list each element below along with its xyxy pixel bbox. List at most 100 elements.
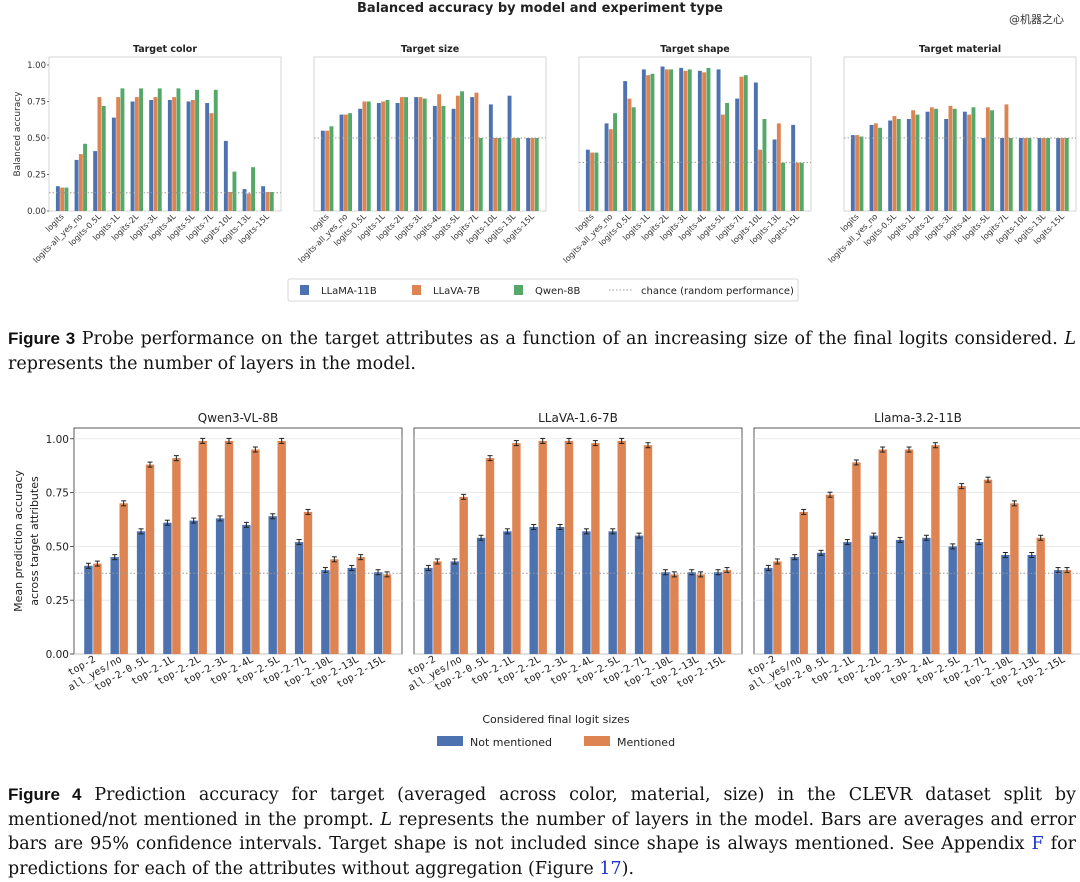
fig4-bar xyxy=(450,561,459,654)
fig3-bar xyxy=(55,186,60,211)
fig3-bar xyxy=(1000,138,1005,211)
fig4-bar xyxy=(634,535,644,654)
fig4-bar xyxy=(687,572,696,654)
fig3-bar xyxy=(702,72,707,211)
fig3-bar xyxy=(116,97,121,211)
fig3-panel-frame xyxy=(313,56,547,212)
figure4-caption-text2: represents the number of layers in the m… xyxy=(8,809,1076,855)
fig3-bar xyxy=(232,171,237,211)
fig3-bar xyxy=(1023,138,1028,211)
fig3-bar xyxy=(706,67,711,212)
figure-17-link[interactable]: 17 xyxy=(599,858,622,879)
fig4-bar xyxy=(816,552,826,654)
fig3-bar xyxy=(735,98,740,211)
fig4-bar xyxy=(852,462,861,654)
fig3-panel-frame xyxy=(48,56,282,212)
fig3-bar xyxy=(497,138,502,211)
fig3-bar xyxy=(381,101,386,211)
fig4-y-tick-label: 1.00 xyxy=(46,434,69,446)
fig3-legend-swatch xyxy=(300,285,309,295)
fig3-bar xyxy=(608,129,613,211)
fig3-bar xyxy=(1037,138,1042,211)
fig4-bar xyxy=(948,546,957,654)
fig3-bar xyxy=(74,159,79,211)
fig3-bar xyxy=(437,94,442,211)
fig4-y-tick-label: 0.25 xyxy=(46,595,69,607)
appendix-link[interactable]: F xyxy=(1031,834,1044,854)
fig3-bar xyxy=(511,138,516,211)
fig3-bar xyxy=(157,88,162,211)
fig4-bar xyxy=(1001,555,1010,654)
fig3-bar xyxy=(190,100,195,211)
figure4-caption-label: Figure 4 xyxy=(8,785,82,804)
figure3-caption-text: Probe performance on the target attribut… xyxy=(75,329,1058,349)
fig3-bar xyxy=(929,107,934,211)
fig3-bar xyxy=(460,91,464,211)
fig3-bar xyxy=(1056,138,1061,211)
fig3-bar xyxy=(1008,138,1013,211)
fig3-bar xyxy=(325,130,330,211)
fig4-bar xyxy=(330,559,339,654)
fig3-bar xyxy=(892,116,897,211)
fig4-bar xyxy=(136,531,146,654)
fig3-bar xyxy=(195,89,199,211)
figure4-caption-var: L xyxy=(380,809,392,830)
fig3-bar xyxy=(716,69,721,212)
fig3-bar xyxy=(753,82,758,211)
fig4-y-tick-label: 0.50 xyxy=(46,541,69,553)
fig3-panel-title: Target shape xyxy=(660,44,730,55)
fig3-bar xyxy=(97,97,102,211)
fig3-bar xyxy=(1064,138,1069,211)
fig3-bar xyxy=(878,127,882,211)
figure3-caption-var: L xyxy=(1064,329,1076,349)
fig4-bar xyxy=(790,557,799,654)
watermark: @机器之心 xyxy=(1009,13,1064,26)
fig3-bar xyxy=(683,70,688,211)
fig3-bar xyxy=(631,107,636,211)
fig3-panel-title: Target color xyxy=(133,44,197,55)
fig3-bar xyxy=(478,138,483,211)
fig3-bar xyxy=(422,98,427,211)
fig3-bar xyxy=(526,138,531,211)
fig4-bar xyxy=(773,561,782,654)
fig3-bar xyxy=(149,100,154,211)
fig3-bar xyxy=(530,138,535,211)
fig3-bar xyxy=(358,108,363,211)
fig4-bar xyxy=(145,464,155,654)
fig3-bar xyxy=(242,189,247,211)
fig4-bar xyxy=(895,539,905,654)
fig4-y-axis-label: Mean prediction accuracy xyxy=(12,470,25,612)
fig3-bar xyxy=(855,135,860,211)
fig4-bar xyxy=(189,520,198,654)
figure3-caption-label: Figure 3 xyxy=(8,329,76,348)
fig4-bar xyxy=(303,511,313,654)
fig4-bar xyxy=(582,531,591,654)
fig4-bar xyxy=(591,443,600,654)
fig3-bar xyxy=(441,105,446,211)
fig4-bar xyxy=(617,440,626,654)
fig3-bar xyxy=(1060,138,1065,211)
fig3-bar xyxy=(343,114,348,211)
fig3-bar xyxy=(516,138,520,211)
fig3-bar xyxy=(404,97,408,211)
fig4-legend-swatch xyxy=(584,736,610,746)
fig3-bar xyxy=(944,119,949,211)
fig3-bar xyxy=(213,89,218,211)
fig3-bar xyxy=(172,97,177,211)
fig4-panel-title: Llama-3.2-11B xyxy=(874,411,962,425)
fig4-legend-label: Not mentioned xyxy=(470,736,552,749)
fig3-bar xyxy=(269,192,274,211)
fig3-bar xyxy=(934,108,938,211)
fig3-bar xyxy=(474,92,479,211)
fig3-bar xyxy=(60,187,65,211)
fig3-bar xyxy=(418,97,423,211)
fig3-bar xyxy=(186,101,191,211)
fig3-bar xyxy=(967,114,972,211)
fig4-bar xyxy=(347,567,356,654)
fig3-panel-title: Target material xyxy=(919,44,1001,55)
fig3-bar xyxy=(205,103,210,211)
fig4-bar xyxy=(878,449,887,654)
fig3-bar xyxy=(859,136,864,211)
fig3-bar xyxy=(261,186,266,211)
fig3-bar xyxy=(111,117,116,211)
